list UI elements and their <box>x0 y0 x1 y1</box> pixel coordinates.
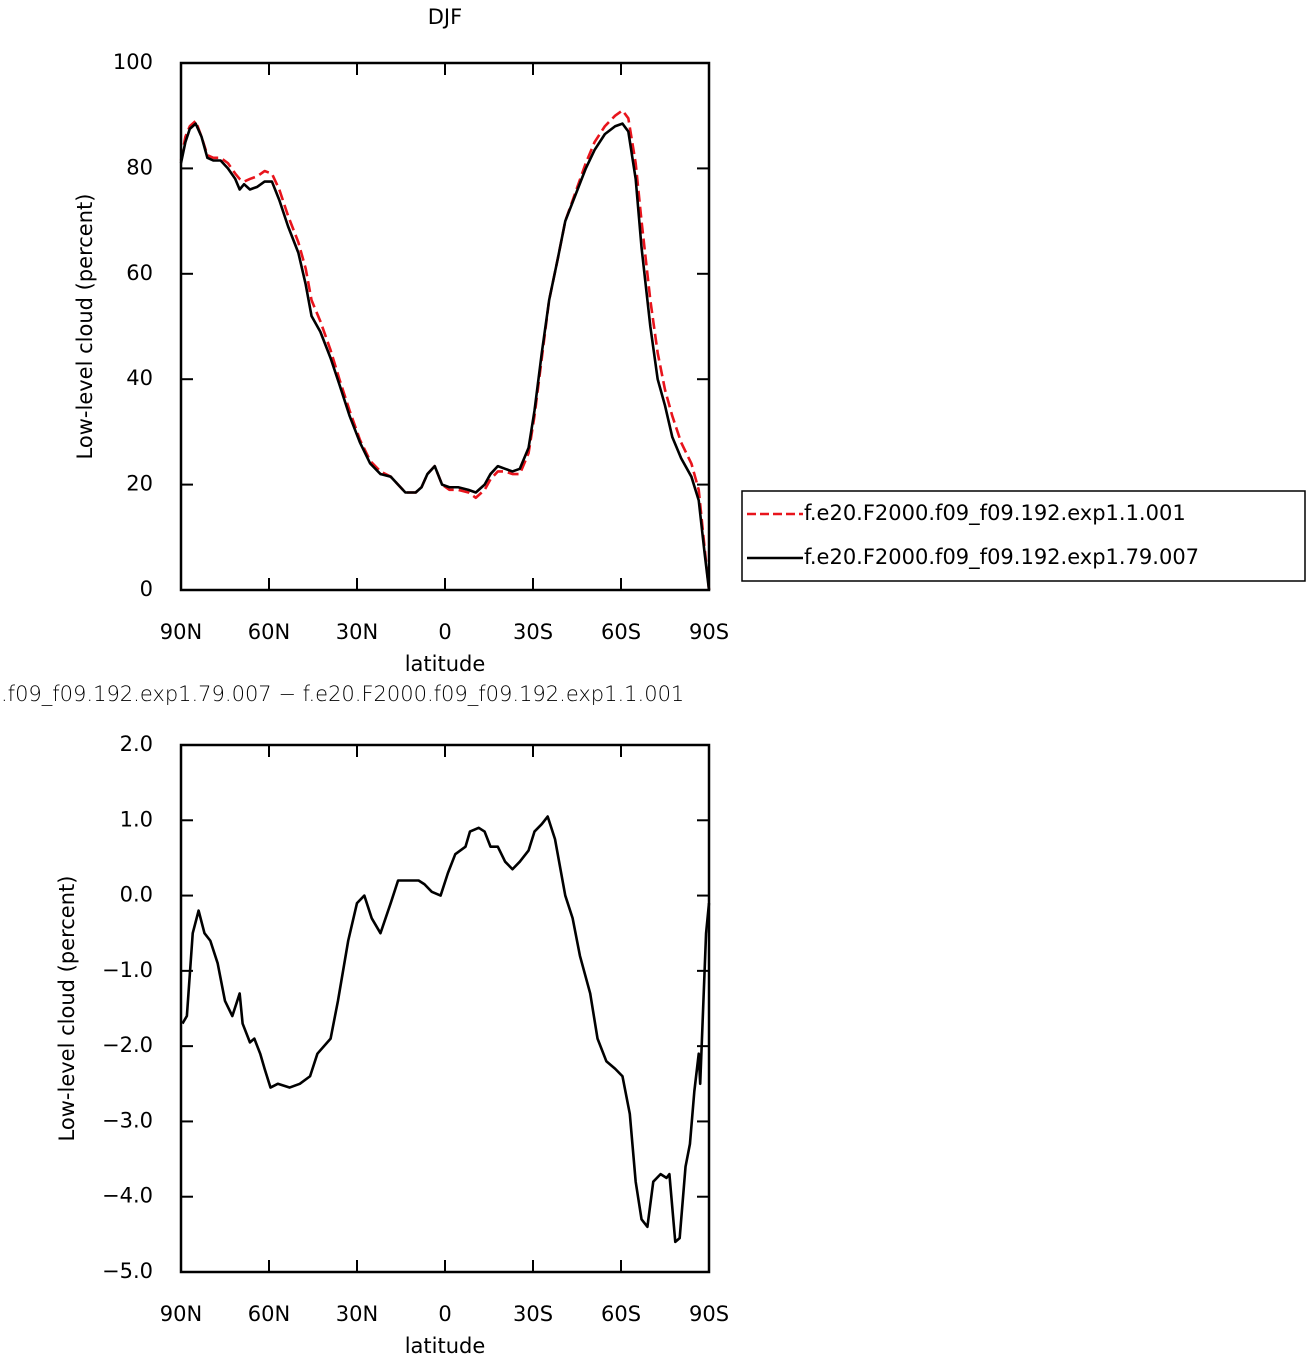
x-tick-label: 60N <box>248 1302 290 1326</box>
x-axis-label: latitude <box>405 1334 486 1358</box>
chart-title: DJF <box>428 5 462 29</box>
y-tick-label: −1.0 <box>102 958 153 982</box>
data-line <box>181 815 711 1244</box>
y-tick-label: 20 <box>126 472 153 496</box>
y-tick-label: 80 <box>126 155 153 179</box>
x-tick-label: 60S <box>601 1302 641 1326</box>
legend-label: f.e20.F2000.f09_f09.192.exp1.79.007 <box>804 545 1199 570</box>
chart-title: .f09_f09.192.exp1.79.007 − f.e20.F2000.f… <box>1 682 684 706</box>
x-tick-label: 90S <box>689 620 729 644</box>
y-tick-label: −2.0 <box>102 1033 153 1057</box>
x-tick-label: 60S <box>601 620 641 644</box>
legend-label: f.e20.F2000.f09_f09.192.exp1.1.001 <box>804 501 1186 526</box>
x-tick-label: 0 <box>438 620 451 644</box>
x-tick-label: 30N <box>336 620 378 644</box>
data-line <box>179 109 711 591</box>
x-tick-label: 30N <box>336 1302 378 1326</box>
y-tick-label: 40 <box>126 366 153 390</box>
plot-frame <box>179 61 711 592</box>
x-tick-label: 30S <box>513 1302 553 1326</box>
x-tick-label: 60N <box>248 620 290 644</box>
y-axis-label: Low-level cloud (percent) <box>73 194 97 460</box>
x-tick-label: 0 <box>438 1302 451 1326</box>
y-tick-label: 2.0 <box>120 732 153 756</box>
y-tick-label: 100 <box>113 50 153 74</box>
x-tick-label: 90N <box>160 620 202 644</box>
data-line <box>179 122 711 591</box>
x-tick-label: 30S <box>513 620 553 644</box>
y-tick-label: −5.0 <box>102 1259 153 1283</box>
y-tick-label: −4.0 <box>102 1184 153 1208</box>
x-tick-label: 90S <box>689 1302 729 1326</box>
y-tick-label: 0.0 <box>120 883 153 907</box>
y-tick-label: 60 <box>126 261 153 285</box>
y-tick-label: 0 <box>140 577 153 601</box>
x-tick-label: 90N <box>160 1302 202 1326</box>
plot-frame <box>179 743 711 1274</box>
y-tick-label: −3.0 <box>102 1108 153 1132</box>
y-axis-label: Low-level cloud (percent) <box>55 876 79 1142</box>
y-tick-label: 1.0 <box>120 807 153 831</box>
legend-box <box>741 490 1306 582</box>
x-axis-label: latitude <box>405 652 486 676</box>
